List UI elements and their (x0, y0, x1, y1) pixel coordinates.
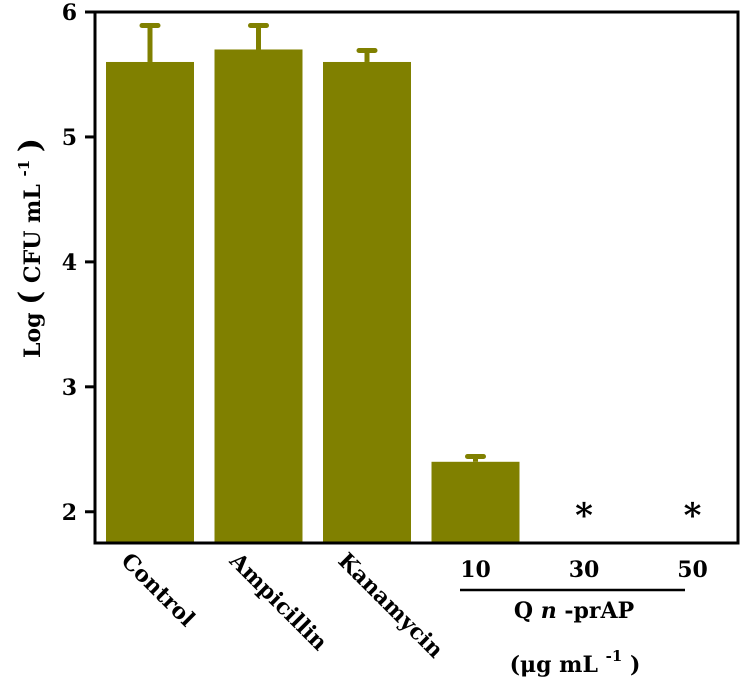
x-category-label: Ampicillin (224, 547, 333, 656)
group-unit-close: ) (630, 652, 640, 678)
y-axis-label-close-paren: ) (13, 138, 48, 152)
group-label-rest: -prAP (564, 598, 634, 624)
y-axis-label: Log ( CFU mL -1 ) (9, 138, 48, 358)
x-category-label: 30 (569, 557, 600, 583)
y-tick-label: 3 (62, 375, 77, 401)
group-unit-main: (μg mL (510, 652, 598, 678)
bars-layer (106, 49, 520, 543)
x-category-label: Control (116, 548, 200, 632)
bar (323, 61, 411, 543)
y-tick-label: 6 (62, 0, 77, 26)
group-label-n: n (541, 598, 557, 624)
bar (106, 61, 194, 543)
significance-markers: * * (575, 496, 702, 536)
y-tick-label: 4 (62, 250, 77, 276)
bar (214, 49, 303, 543)
bar (431, 461, 520, 543)
y-tick-label: 2 (62, 500, 77, 526)
y-axis-label-open-paren: ( (13, 291, 48, 305)
plot-frame (93, 10, 740, 545)
group-label: Q n -prAP (514, 598, 634, 624)
significance-star: * (684, 496, 702, 536)
y-axis-label-prefix: Log (20, 312, 46, 358)
x-category-label: Kanamycin (333, 548, 449, 664)
group-unit-superscript: -1 (606, 647, 623, 665)
y-axis-ticks: 2 3 4 5 6 (62, 0, 95, 526)
group-label-q: Q (514, 598, 533, 624)
y-tick-label: 5 (62, 125, 77, 151)
x-category-label: 50 (677, 557, 708, 583)
group-unit-label: (μg mL -1 ) (510, 641, 641, 678)
y-axis-label-main: CFU mL (20, 184, 46, 283)
error-bars-layer (139, 22, 486, 462)
significance-star: * (575, 496, 593, 536)
x-category-label: 10 (460, 557, 491, 583)
y-axis-label-superscript: -1 (15, 160, 33, 177)
